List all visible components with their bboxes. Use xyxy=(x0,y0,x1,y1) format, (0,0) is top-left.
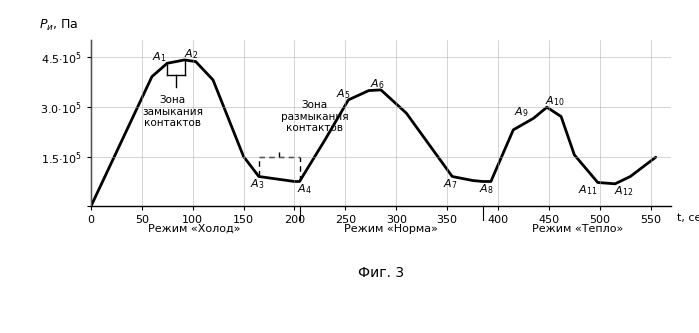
Text: Режим «Холод»: Режим «Холод» xyxy=(148,224,241,234)
Text: Зона
замыкания
контактов: Зона замыкания контактов xyxy=(142,95,203,128)
Text: $A_{8}$: $A_{8}$ xyxy=(479,182,493,196)
Text: $A_{9}$: $A_{9}$ xyxy=(514,105,528,119)
Text: t, сек: t, сек xyxy=(677,213,699,223)
Text: Зона
размыкания
контактов: Зона размыкания контактов xyxy=(281,100,349,133)
Text: $A_{5}$: $A_{5}$ xyxy=(336,87,350,101)
Text: $A_{2}$: $A_{2}$ xyxy=(185,47,199,61)
Text: $A_{6}$: $A_{6}$ xyxy=(370,78,384,92)
Text: Фиг. 3: Фиг. 3 xyxy=(358,266,404,280)
Text: Режим «Норма»: Режим «Норма» xyxy=(344,224,438,234)
Text: $A_{11}$: $A_{11}$ xyxy=(578,183,597,197)
Text: $A_{10}$: $A_{10}$ xyxy=(545,94,565,108)
Text: $A_{4}$: $A_{4}$ xyxy=(297,182,312,196)
Text: $A_{1}$: $A_{1}$ xyxy=(152,50,166,64)
Text: $A_{3}$: $A_{3}$ xyxy=(250,177,264,191)
Text: $P_и$, Па: $P_и$, Па xyxy=(38,18,78,33)
Text: Режим «Тепло»: Режим «Тепло» xyxy=(532,224,623,234)
Text: $A_{12}$: $A_{12}$ xyxy=(614,184,633,198)
Text: $A_{7}$: $A_{7}$ xyxy=(443,177,457,191)
